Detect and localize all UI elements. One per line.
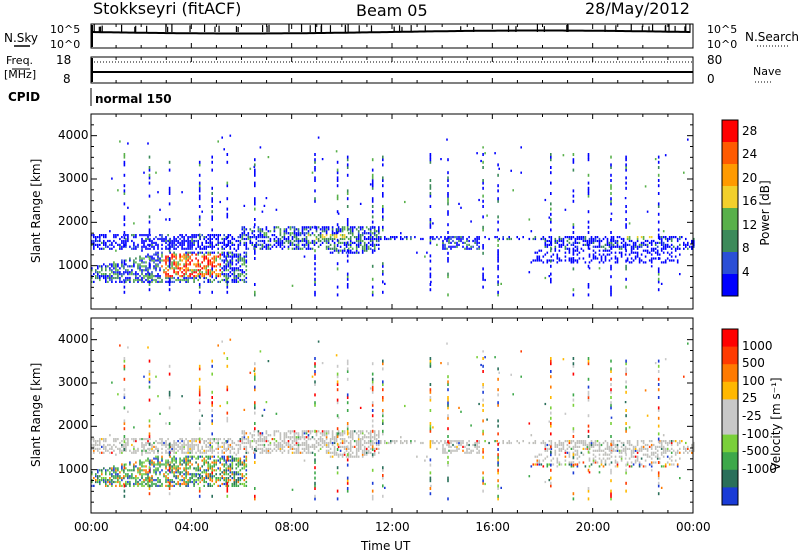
nsky-label: N.Sky <box>4 31 39 45</box>
velocity-colorbar-tick: 100 <box>742 373 765 388</box>
beam-title: Beam 05 <box>356 1 428 20</box>
velocity-y-axis-title: Slant Range [km] <box>29 362 43 467</box>
x-tick: 04:00 <box>174 520 209 534</box>
x-tick: 00:00 <box>676 520 711 534</box>
power-colorbar-tick: 8 <box>742 241 750 256</box>
power-colorbar-tick: 4 <box>742 264 750 279</box>
power-y-tick: 2000 <box>58 214 89 229</box>
velocity-colorbar-tick: -1000 <box>742 461 777 476</box>
power-colorbar <box>721 119 739 297</box>
cpid-label: CPID <box>8 90 41 104</box>
velocity-colorbar-title: Velocity [m s⁻¹] <box>769 377 783 471</box>
axis-ticks <box>90 24 694 514</box>
nsearch-tick-top: 10^5 <box>707 23 738 36</box>
x-tick: 08:00 <box>274 520 310 534</box>
velocity-colorbar-tick: -500 <box>742 444 770 459</box>
x-tick: 20:00 <box>575 520 611 534</box>
nave-tick-top: 80 <box>707 53 723 67</box>
velocity-colorbar-tick: 1000 <box>742 338 773 353</box>
nsearch-tick-bottom: 10^0 <box>707 38 738 51</box>
power-colorbar-tick: 20 <box>742 170 758 185</box>
nsky-line <box>91 29 691 35</box>
velocity-colorbar <box>721 328 739 506</box>
power-colorbar-tick: 16 <box>742 194 758 209</box>
power-colorbar-tick: 12 <box>742 217 758 232</box>
power-colorbar-tick: 24 <box>742 147 758 162</box>
x-tick: 16:00 <box>475 520 510 534</box>
velocity-colorbar-tick: -100 <box>742 426 770 441</box>
power-colorbar-tick: 28 <box>742 123 758 138</box>
velocity-colorbar-tick: 25 <box>742 391 758 406</box>
velocity-y-tick: 3000 <box>58 375 89 389</box>
x-axis-title: Time UT <box>361 539 411 553</box>
power-scatter-layer <box>91 134 695 297</box>
freq-tick-top: 18 <box>56 53 72 67</box>
cpid-value: normal 150 <box>95 92 172 106</box>
power-colorbar-title: Power [dB] <box>758 180 772 246</box>
nsky-tick-top: 10^5 <box>50 23 81 36</box>
power-y-tick: 1000 <box>58 257 89 272</box>
freq-label: Freq. <box>6 54 34 67</box>
date-title: 28/May/2012 <box>585 0 690 18</box>
velocity-y-tick: 2000 <box>58 418 89 433</box>
power-y-axis-title: Slant Range [km] <box>29 158 43 263</box>
x-tick: 00:00 <box>74 520 109 534</box>
nsky-tick-bottom: 10^0 <box>50 38 81 51</box>
nave-tick-bottom: 0 <box>707 72 715 86</box>
nsearch-label: N.Search <box>745 30 800 44</box>
velocity-colorbar-tick: -25 <box>742 409 762 423</box>
power-y-tick: 3000 <box>58 171 89 185</box>
velocity-y-tick: 1000 <box>58 461 89 476</box>
station-title: Stokkseyri (fitACF) <box>93 0 242 18</box>
freq-tick-bottom: 8 <box>63 72 71 86</box>
power-y-tick: 4000 <box>58 127 89 142</box>
velocity-colorbar-tick: 500 <box>742 356 765 371</box>
x-tick: 12:00 <box>375 520 410 534</box>
velocity-scatter-layer <box>91 338 695 501</box>
freq-unit-label: [MHz] <box>4 68 37 81</box>
velocity-y-tick: 4000 <box>58 331 89 346</box>
nave-label: Nave <box>753 65 782 78</box>
